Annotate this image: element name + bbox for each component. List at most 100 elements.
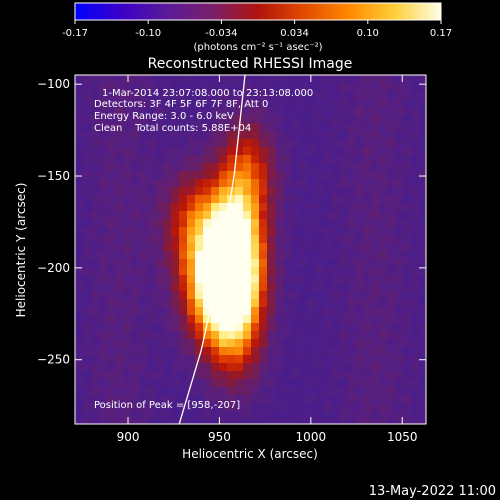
heatmap-cell [315, 411, 324, 420]
heatmap-cell [171, 187, 180, 196]
heatmap-cell [171, 387, 180, 396]
heatmap-cell [187, 291, 196, 300]
heatmap-cell [227, 251, 236, 260]
heatmap-cell [347, 339, 356, 348]
heatmap-cell [323, 139, 332, 148]
heatmap-cell [347, 83, 356, 92]
heatmap-cell [171, 331, 180, 340]
heatmap-cell [187, 107, 196, 116]
heatmap-cell [219, 363, 228, 372]
heatmap-cell [299, 235, 308, 244]
heatmap-cell [371, 187, 380, 196]
heatmap-cell [275, 243, 284, 252]
heatmap-cell [387, 395, 396, 404]
generation-timestamp: 13-May-2022 11:00 [369, 484, 496, 499]
heatmap-cell [419, 75, 426, 84]
heatmap-cell [355, 267, 364, 276]
heatmap-cell [403, 315, 412, 324]
heatmap-cell [267, 75, 276, 84]
heatmap-cell [251, 259, 260, 268]
heatmap-cell [371, 323, 380, 332]
heatmap-cell [75, 195, 84, 204]
heatmap-cell [115, 211, 124, 220]
heatmap-cell [139, 387, 148, 396]
heatmap-cell [107, 147, 116, 156]
heatmap-cell [211, 315, 220, 324]
heatmap-cell [315, 363, 324, 372]
heatmap-cell [75, 371, 84, 380]
heatmap-cell [91, 363, 100, 372]
heatmap-cell [235, 259, 244, 268]
heatmap-cell [291, 131, 300, 140]
heatmap-cell [203, 371, 212, 380]
heatmap-cell [235, 347, 244, 356]
heatmap-cell [259, 163, 268, 172]
heatmap-cell [339, 211, 348, 220]
heatmap-cell [139, 139, 148, 148]
heatmap-cell [147, 403, 156, 412]
heatmap-cell [115, 219, 124, 228]
heatmap-cell [307, 291, 316, 300]
heatmap-cell [259, 259, 268, 268]
heatmap-cell [355, 91, 364, 100]
heatmap-cell [283, 107, 292, 116]
heatmap-cell [203, 211, 212, 220]
heatmap-cell [115, 163, 124, 172]
heatmap-cell [355, 163, 364, 172]
heatmap-cell [235, 211, 244, 220]
heatmap-cell [147, 115, 156, 124]
heatmap-cell [259, 83, 268, 92]
heatmap-cell [123, 187, 132, 196]
heatmap-cell [147, 163, 156, 172]
heatmap-cell [211, 139, 220, 148]
heatmap-cell [291, 307, 300, 316]
heatmap-cell [195, 83, 204, 92]
heatmap-cell [323, 251, 332, 260]
heatmap-cell [187, 171, 196, 180]
heatmap-cell [219, 163, 228, 172]
heatmap-cell [283, 251, 292, 260]
heatmap-cell [139, 259, 148, 268]
heatmap-cell [307, 147, 316, 156]
heatmap-cell [91, 227, 100, 236]
heatmap-cell [411, 179, 420, 188]
heatmap-cell [83, 379, 92, 388]
heatmap-cell [179, 387, 188, 396]
heatmap-cell [195, 323, 204, 332]
heatmap-cell [347, 331, 356, 340]
y-tick-label: −150 [37, 169, 70, 183]
heatmap-cell [275, 83, 284, 92]
heatmap-cell [179, 203, 188, 212]
heatmap-cell [315, 355, 324, 364]
heatmap-cell [123, 339, 132, 348]
heatmap-cell [419, 259, 426, 268]
heatmap-cell [163, 227, 172, 236]
heatmap-cell [75, 347, 84, 356]
heatmap-cell [187, 363, 196, 372]
heatmap-cell [155, 291, 164, 300]
heatmap-cell [363, 195, 372, 204]
heatmap-cell [75, 91, 84, 100]
heatmap-cell [339, 115, 348, 124]
heatmap-cell [283, 403, 292, 412]
heatmap-cell [155, 411, 164, 420]
heatmap-cell [315, 403, 324, 412]
heatmap-cell [403, 195, 412, 204]
heatmap-cell [243, 403, 252, 412]
heatmap-cell [195, 139, 204, 148]
heatmap-cell [211, 195, 220, 204]
heatmap-cell [315, 379, 324, 388]
heatmap-cell [227, 99, 236, 108]
heatmap-cell [259, 347, 268, 356]
heatmap-cell [291, 99, 300, 108]
heatmap-cell [395, 275, 404, 284]
heatmap-cell [91, 387, 100, 396]
heatmap-cell [131, 227, 140, 236]
heatmap-cell [259, 299, 268, 308]
heatmap-cell [323, 211, 332, 220]
heatmap-cell [163, 219, 172, 228]
heatmap-cell [139, 419, 148, 424]
heatmap-cell [243, 187, 252, 196]
heatmap-cell [315, 139, 324, 148]
heatmap-cell [211, 147, 220, 156]
